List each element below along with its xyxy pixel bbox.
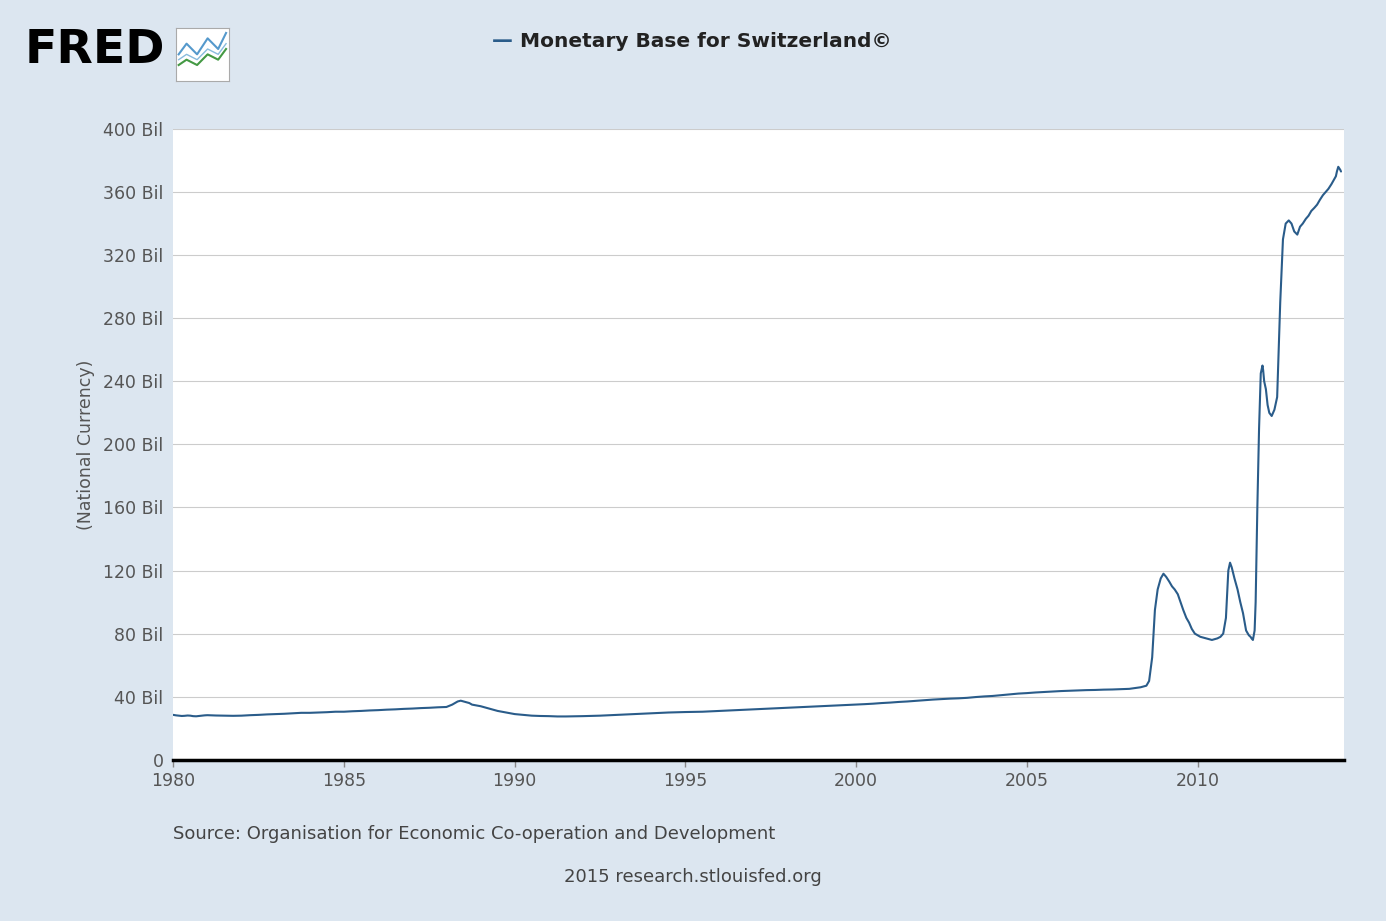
Text: Source: Organisation for Economic Co-operation and Development: Source: Organisation for Economic Co-ope… xyxy=(173,824,776,843)
Text: 2015 research.stlouisfed.org: 2015 research.stlouisfed.org xyxy=(564,868,822,886)
Y-axis label: (National Currency): (National Currency) xyxy=(76,359,94,530)
Text: Monetary Base for Switzerland©: Monetary Base for Switzerland© xyxy=(520,32,891,51)
Text: FRED: FRED xyxy=(25,29,165,73)
Text: —: — xyxy=(492,31,513,52)
